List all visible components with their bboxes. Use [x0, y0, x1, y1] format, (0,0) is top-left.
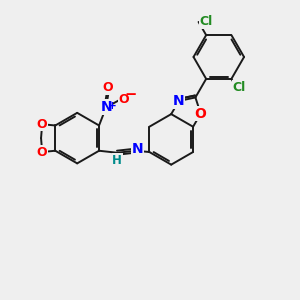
Text: O: O: [37, 118, 47, 131]
Text: N: N: [100, 100, 112, 114]
Text: O: O: [37, 146, 47, 158]
Text: Cl: Cl: [232, 81, 246, 94]
Text: O: O: [195, 106, 207, 121]
Text: O: O: [118, 93, 129, 106]
Text: N: N: [131, 142, 143, 156]
Text: +: +: [108, 100, 117, 110]
Text: −: −: [125, 87, 137, 102]
Text: Cl: Cl: [200, 16, 213, 28]
Text: O: O: [103, 81, 113, 94]
Text: H: H: [112, 154, 122, 167]
Text: N: N: [173, 94, 184, 108]
